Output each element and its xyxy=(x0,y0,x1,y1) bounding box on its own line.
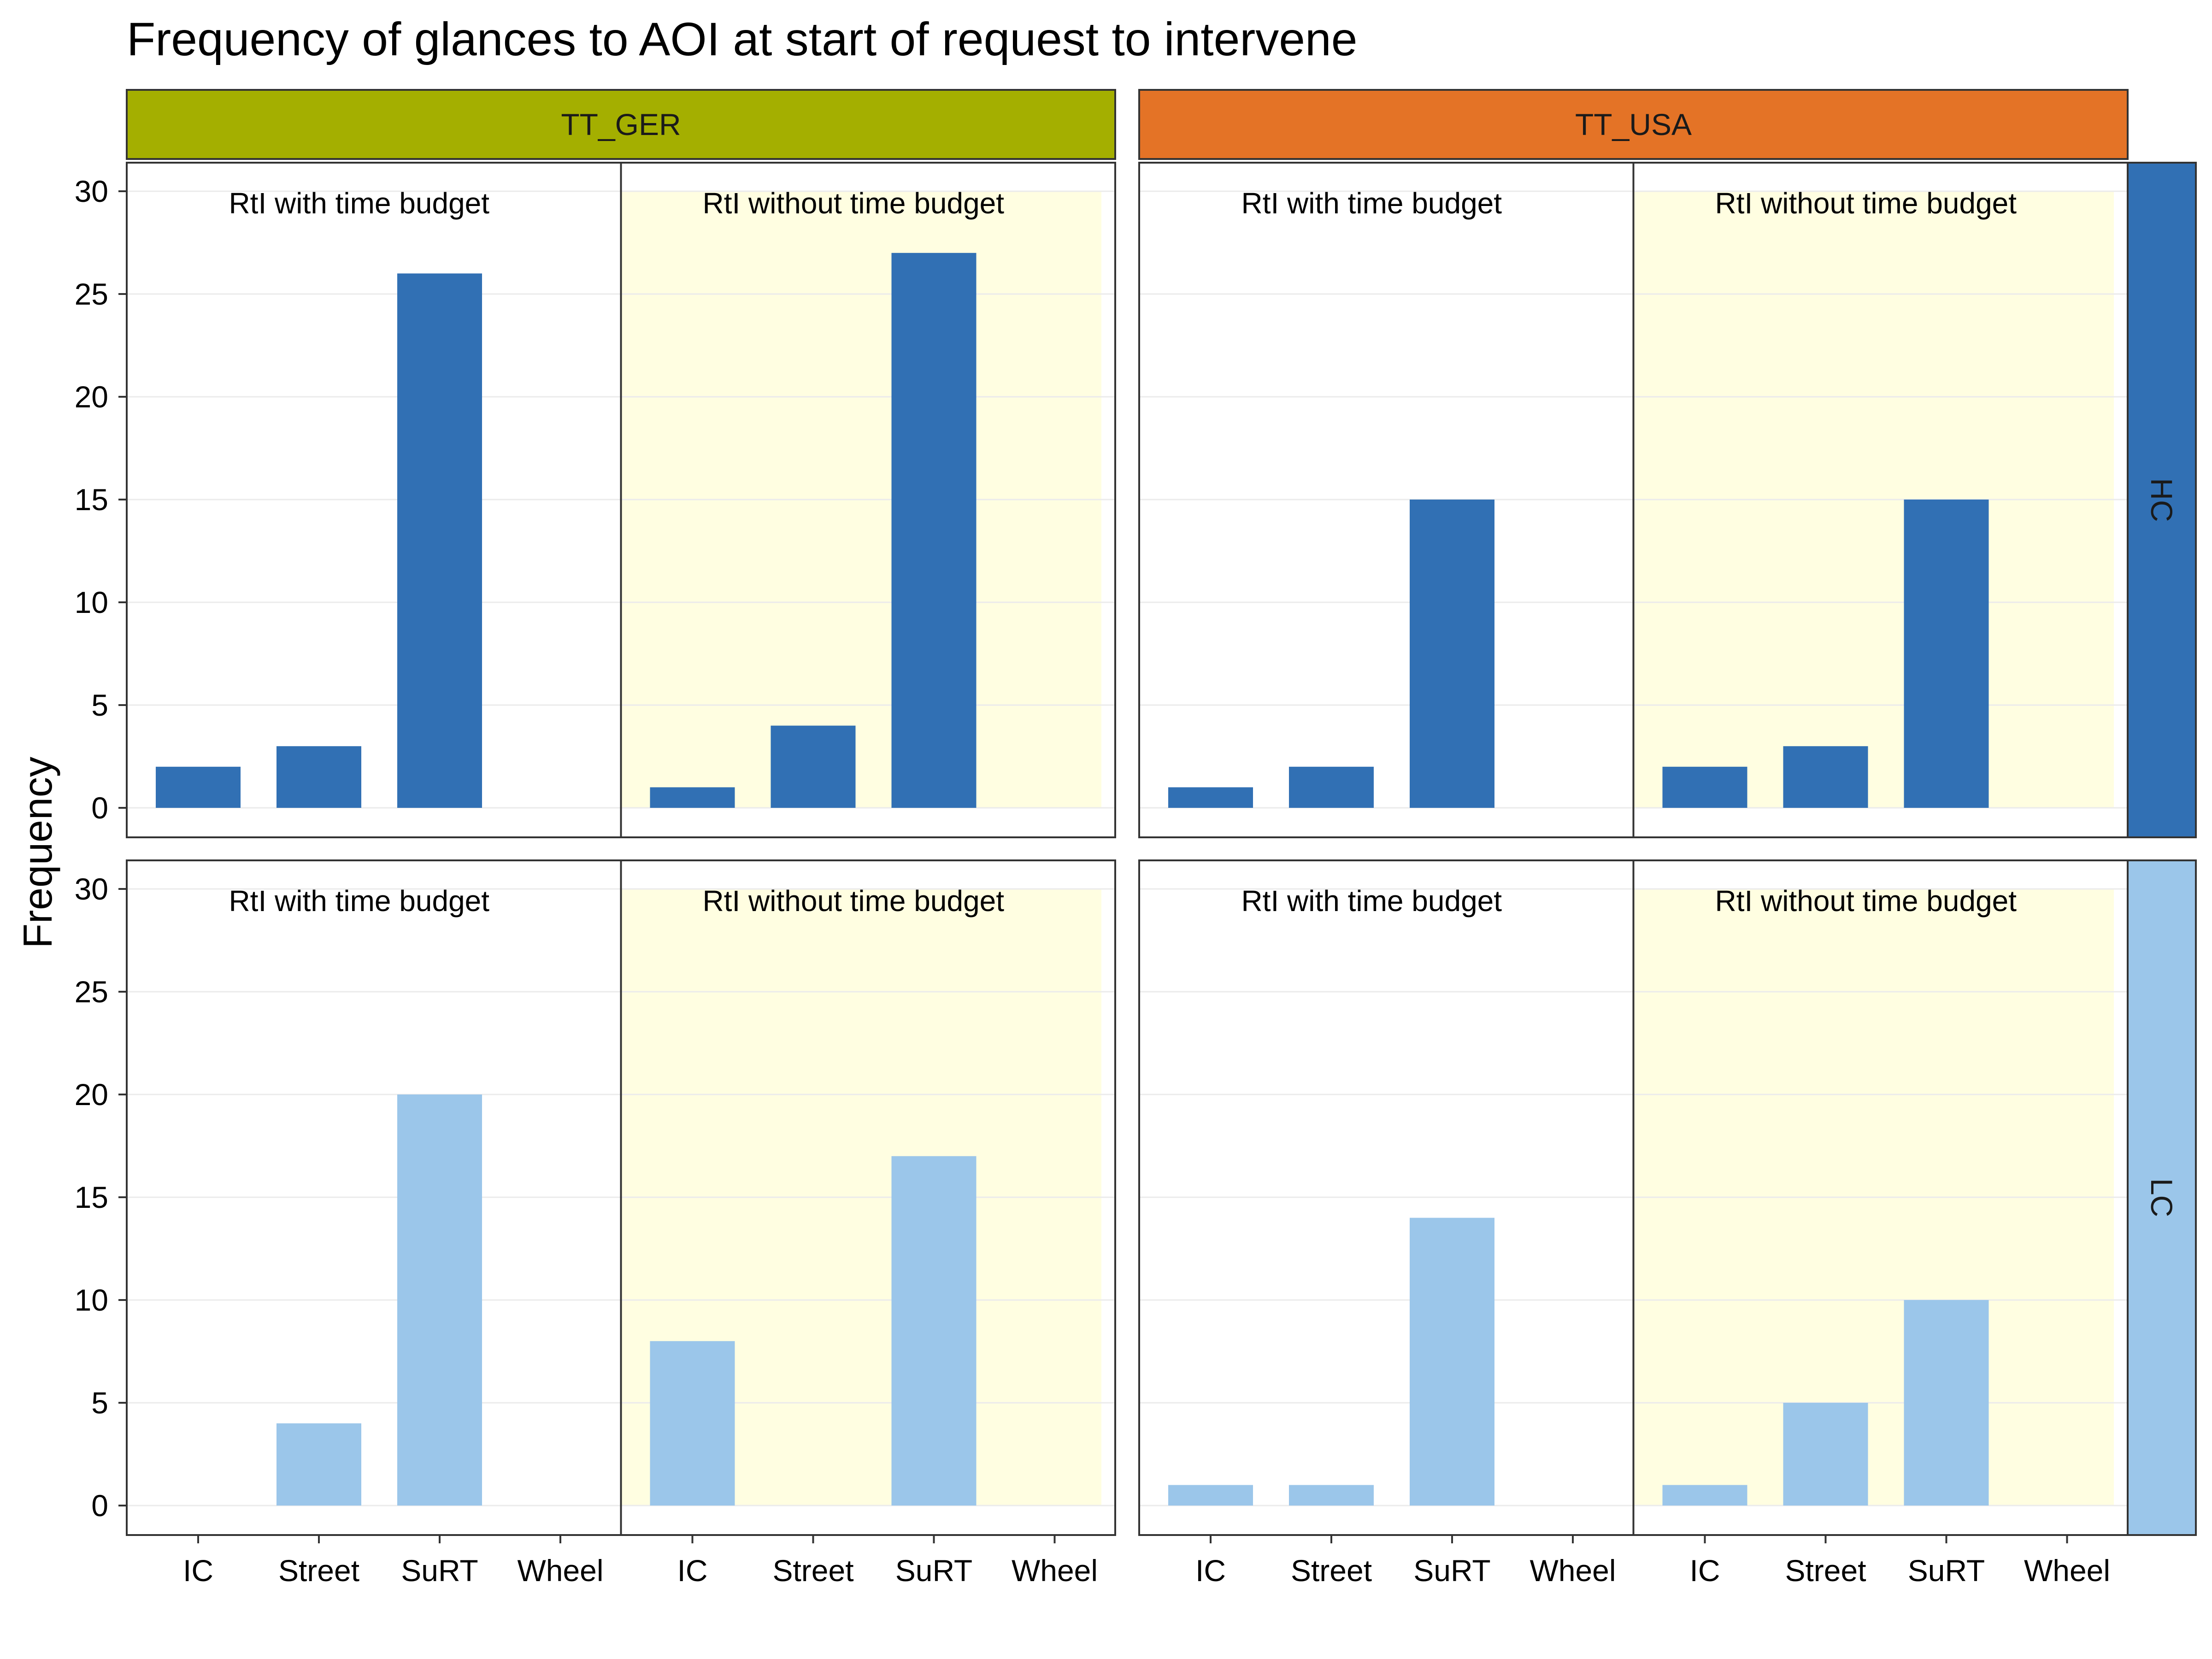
bar-tt-ger-lc-without-surt xyxy=(891,1156,977,1506)
bar-tt-usa-lc-without-street xyxy=(1783,1403,1868,1506)
y-tick-label: 25 xyxy=(75,277,108,311)
chart-title: Frequency of glances to AOI at start of … xyxy=(127,13,1357,65)
row-strip-label: HC xyxy=(2145,478,2179,522)
bar-tt-usa-lc-with-street xyxy=(1289,1485,1374,1506)
bar-tt-usa-hc-without-surt xyxy=(1904,500,1989,808)
y-tick-label: 20 xyxy=(75,380,108,414)
y-tick-label: 10 xyxy=(75,1283,108,1317)
bar-tt-usa-lc-with-ic xyxy=(1168,1485,1253,1506)
bar-tt-ger-hc-without-ic xyxy=(650,787,735,808)
column-strip-label: TT_GER xyxy=(561,107,681,141)
y-tick-label: 30 xyxy=(75,872,108,906)
panel-border xyxy=(1138,859,2129,1536)
bar-tt-ger-hc-without-surt xyxy=(891,253,977,808)
x-tick-label: SuRT xyxy=(1413,1553,1491,1588)
y-tick-label: 10 xyxy=(75,585,108,619)
row-strip-lc xyxy=(2127,859,2197,1536)
x-tick-label: IC xyxy=(1690,1553,1720,1588)
row-strip-hc xyxy=(2127,162,2197,838)
y-tick-label: 5 xyxy=(91,688,108,722)
condition-label: RtI with time budget xyxy=(229,187,489,220)
bar-tt-ger-hc-with-street xyxy=(276,746,361,808)
x-tick-label: Wheel xyxy=(517,1553,603,1588)
bar-tt-usa-lc-without-ic xyxy=(1662,1485,1747,1506)
bar-tt-ger-lc-without-ic xyxy=(650,1341,735,1506)
y-tick-label: 0 xyxy=(91,1488,108,1523)
x-tick-label: SuRT xyxy=(1908,1553,1985,1588)
column-strip-tt-usa xyxy=(1138,89,2129,160)
x-tick-label: Wheel xyxy=(1530,1553,1616,1588)
bar-tt-usa-hc-without-ic xyxy=(1662,766,1747,808)
bar-tt-usa-hc-with-street xyxy=(1289,766,1374,808)
condition-label: RtI without time budget xyxy=(1715,187,2017,220)
condition-label: RtI without time budget xyxy=(702,884,1004,918)
condition-label: RtI without time budget xyxy=(702,187,1004,220)
bar-tt-usa-hc-without-street xyxy=(1783,746,1868,808)
bar-tt-usa-lc-with-surt xyxy=(1410,1218,1494,1506)
y-tick-label: 15 xyxy=(75,1180,108,1214)
bar-tt-ger-lc-with-street xyxy=(276,1423,361,1506)
bar-tt-usa-hc-with-ic xyxy=(1168,787,1253,808)
bar-tt-ger-hc-with-ic xyxy=(156,766,241,808)
y-tick-label: 30 xyxy=(75,174,108,208)
x-tick-label: Street xyxy=(772,1553,853,1588)
x-tick-label: IC xyxy=(677,1553,708,1588)
y-tick-label: 25 xyxy=(75,975,108,1009)
x-tick-label: Wheel xyxy=(2024,1553,2110,1588)
x-tick-label: Street xyxy=(1785,1553,1866,1588)
bar-tt-ger-hc-without-street xyxy=(771,725,856,808)
bar-tt-ger-hc-with-surt xyxy=(397,273,482,808)
column-strip-label: TT_USA xyxy=(1575,107,1692,141)
x-tick-label: IC xyxy=(183,1553,213,1588)
x-tick-label: SuRT xyxy=(895,1553,973,1588)
panels-layer: TT_GER TT_USA HC LC RtI with time budget RtI … xyxy=(75,89,2197,1588)
condition-label: RtI with time budget xyxy=(1241,187,1502,220)
bar-tt-usa-lc-without-surt xyxy=(1904,1300,1989,1506)
bar-tt-ger-lc-with-surt xyxy=(397,1094,482,1506)
row-strip-label: LC xyxy=(2145,1178,2179,1217)
condition-label: RtI with time budget xyxy=(229,884,489,918)
bar-tt-usa-hc-with-surt xyxy=(1410,500,1494,808)
column-strip-tt-ger xyxy=(126,89,1116,160)
y-axis-title: Frequency xyxy=(15,757,60,948)
x-tick-label: Street xyxy=(1291,1553,1372,1588)
x-tick-label: IC xyxy=(1195,1553,1226,1588)
panel-border xyxy=(1138,162,2129,838)
condition-label: RtI with time budget xyxy=(1241,884,1502,918)
x-tick-label: Wheel xyxy=(1012,1553,1098,1588)
x-tick-label: Street xyxy=(278,1553,359,1588)
y-tick-label: 0 xyxy=(91,791,108,825)
x-tick-label: SuRT xyxy=(401,1553,478,1588)
y-tick-label: 20 xyxy=(75,1077,108,1112)
condition-label: RtI without time budget xyxy=(1715,884,2017,918)
y-tick-label: 15 xyxy=(75,482,108,517)
y-tick-label: 5 xyxy=(91,1386,108,1420)
